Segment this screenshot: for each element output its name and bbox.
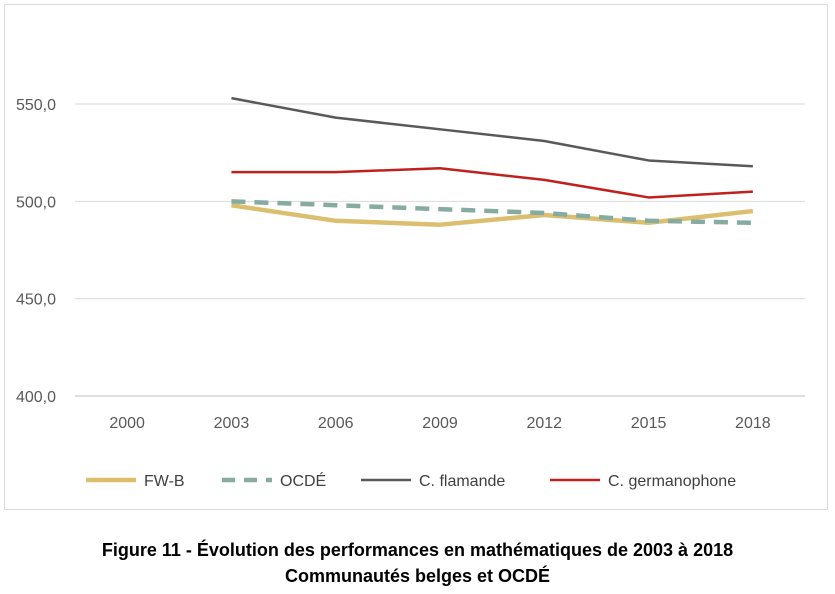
x-tick-label: 2009 [422, 415, 458, 432]
series-line-c-germanophone [231, 166, 753, 199]
x-tick-label: 2003 [214, 415, 250, 432]
figure-caption-title: Figure 11 - Évolution des performances e… [101, 540, 734, 560]
figure-caption-subtitle: Communautés belges et OCDÉ [284, 566, 551, 586]
x-tick-label: 2006 [318, 415, 354, 432]
legend-label: FW-B [144, 473, 185, 490]
x-axis-tick-labels: 2000 2003 2006 2009 2012 2015 2018 [109, 415, 770, 432]
legend: FW-B OCDÉ C. flamande C. germanophone [86, 471, 736, 490]
x-tick-label: 2018 [735, 415, 771, 432]
gridlines [75, 103, 805, 397]
y-axis-tick-labels: 400,0 450,0 500,0 550,0 [16, 97, 56, 406]
chart-frame [4, 4, 828, 510]
y-tick-label: 450,0 [16, 292, 56, 309]
x-tick-label: 2012 [526, 415, 562, 432]
y-tick-label: 500,0 [16, 194, 56, 211]
series-line-ocd- [231, 199, 753, 225]
series-line-c-flamande [231, 96, 753, 168]
legend-label: OCDÉ [280, 471, 326, 490]
x-tick-label: 2015 [631, 415, 667, 432]
y-tick-label: 400,0 [16, 389, 56, 406]
x-tick-label: 2000 [109, 415, 145, 432]
series-line-fw-b [231, 203, 754, 227]
legend-label: C. germanophone [608, 473, 736, 490]
series-lines [231, 96, 754, 227]
legend-label: C. flamande [419, 473, 505, 490]
y-tick-label: 550,0 [16, 97, 56, 114]
